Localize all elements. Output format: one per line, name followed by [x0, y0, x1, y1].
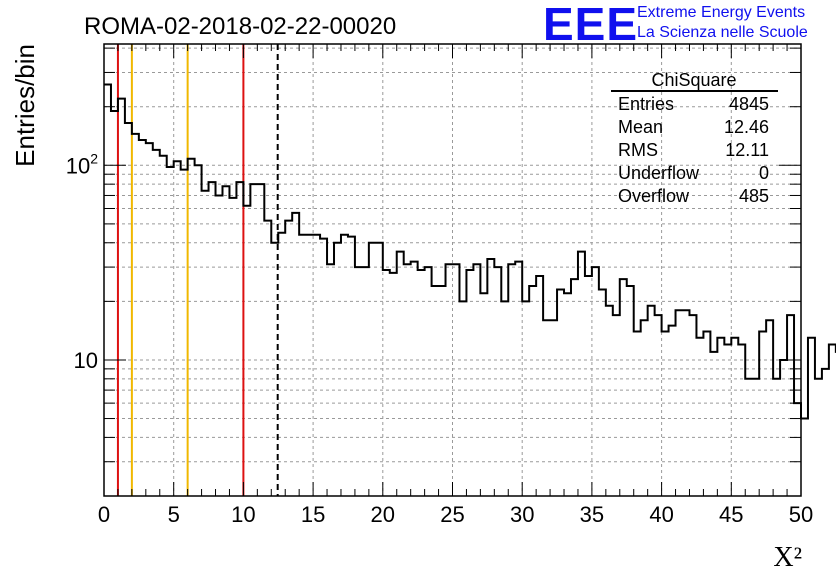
axis-ticks: 0 5 10 15 20 25 30 35 40 45 50 10 102 [66, 44, 813, 527]
grid [104, 44, 801, 497]
stats-box-title: ChiSquare [651, 70, 736, 90]
x-tick-label: 50 [789, 502, 813, 527]
logo-subtitle-line1: Extreme Energy Events [637, 4, 806, 21]
stats-row-label: RMS [618, 140, 658, 160]
stats-row-value: 12.11 [725, 140, 769, 160]
histogram-line [104, 83, 836, 420]
x-tick-label: 10 [231, 502, 255, 527]
x-tick-label: 35 [580, 502, 604, 527]
stats-row-label: Entries [618, 94, 674, 114]
chart-title: ROMA-02-2018-02-22-00020 [84, 13, 396, 40]
stats-row-label: Overflow [618, 186, 690, 206]
x-tick-label: 45 [719, 502, 743, 527]
y-tick-label: 10 [74, 348, 98, 373]
stats-row-value: 4845 [729, 94, 769, 114]
histogram-bins [104, 83, 836, 420]
logo-subtitle-line2: La Scienza nelle Scuole [637, 24, 808, 41]
stats-row-label: Mean [618, 117, 663, 137]
x-tick-label: 25 [440, 502, 464, 527]
x-tick-label: 15 [301, 502, 325, 527]
x-axis-label: X² [773, 542, 802, 572]
x-tick-label: 5 [168, 502, 180, 527]
y-tick-label: 102 [66, 150, 98, 178]
x-tick-label: 20 [371, 502, 395, 527]
x-tick-label: 0 [98, 502, 110, 527]
x-tick-label: 30 [510, 502, 534, 527]
stats-row-value: 0 [759, 163, 769, 183]
y-axis-label: Entries/bin [10, 44, 40, 167]
x-tick-label: 40 [649, 502, 673, 527]
reference-lines [116, 44, 279, 496]
stats-box: ChiSquare Entries 4845 Mean 12.46 RMS 12.11 Un… [611, 70, 778, 206]
stats-row-value: 485 [739, 186, 769, 206]
stats-row-label: Underflow [618, 163, 700, 183]
eee-logo: EEE [543, 0, 639, 50]
stats-row-value: 12.46 [724, 117, 769, 137]
